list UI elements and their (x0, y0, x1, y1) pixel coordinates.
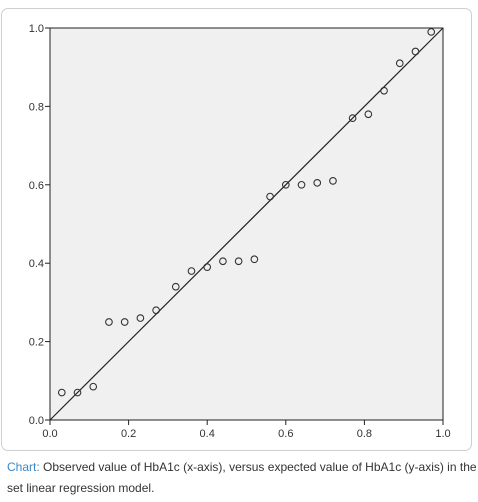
data-point (234, 257, 243, 266)
y-tick-label: 0.8 (29, 101, 44, 113)
data-point (187, 267, 196, 275)
y-tick-label: 1.0 (29, 23, 44, 35)
data-point (105, 318, 113, 326)
data-point (348, 114, 357, 123)
data-point (411, 47, 420, 56)
x-tick-label: 0.2 (121, 428, 136, 440)
caption-text: Observed value of HbA1c (x-axis), versus… (7, 460, 477, 495)
data-point (152, 306, 160, 315)
caption-label: Chart: (7, 460, 40, 474)
data-point (73, 388, 82, 397)
data-point (171, 282, 180, 291)
data-point (380, 86, 388, 95)
y-tick-label: 0.0 (29, 415, 44, 427)
data-point (313, 178, 322, 187)
data-point (364, 110, 373, 119)
data-point (266, 192, 274, 201)
data-point (219, 257, 227, 266)
data-point (250, 255, 259, 264)
y-tick-label: 0.4 (29, 258, 44, 270)
figure-frame: 0.0 0.2 0.4 0.6 0.8 1.0 0.0 0.2 0.4 0.6 0.8 1.0 (1, 8, 472, 451)
data-point (297, 180, 306, 189)
data-point (57, 388, 66, 397)
data-point (120, 318, 129, 326)
data-point (395, 59, 404, 68)
data-point (89, 382, 98, 391)
y-tick-label: 0.6 (29, 180, 44, 192)
x-tick-label: 0.8 (357, 428, 372, 440)
x-tick-label: 0.6 (278, 428, 293, 440)
scatter-chart: 0.0 0.2 0.4 0.6 0.8 1.0 0.0 0.2 0.4 0.6 0.8 1.0 (29, 23, 451, 440)
reference-line (49, 27, 444, 421)
data-point (136, 314, 145, 322)
data-point (281, 180, 290, 189)
y-tick-label: 0.2 (29, 337, 44, 349)
x-tick-label: 1.0 (435, 428, 450, 440)
x-tick-label: 0.0 (42, 428, 57, 440)
figure-caption: Chart: Observed value of HbA1c (x-axis),… (7, 457, 477, 499)
data-point (203, 263, 212, 271)
x-tick-label: 0.4 (200, 428, 215, 440)
data-point (329, 177, 337, 185)
data-point (427, 28, 436, 36)
